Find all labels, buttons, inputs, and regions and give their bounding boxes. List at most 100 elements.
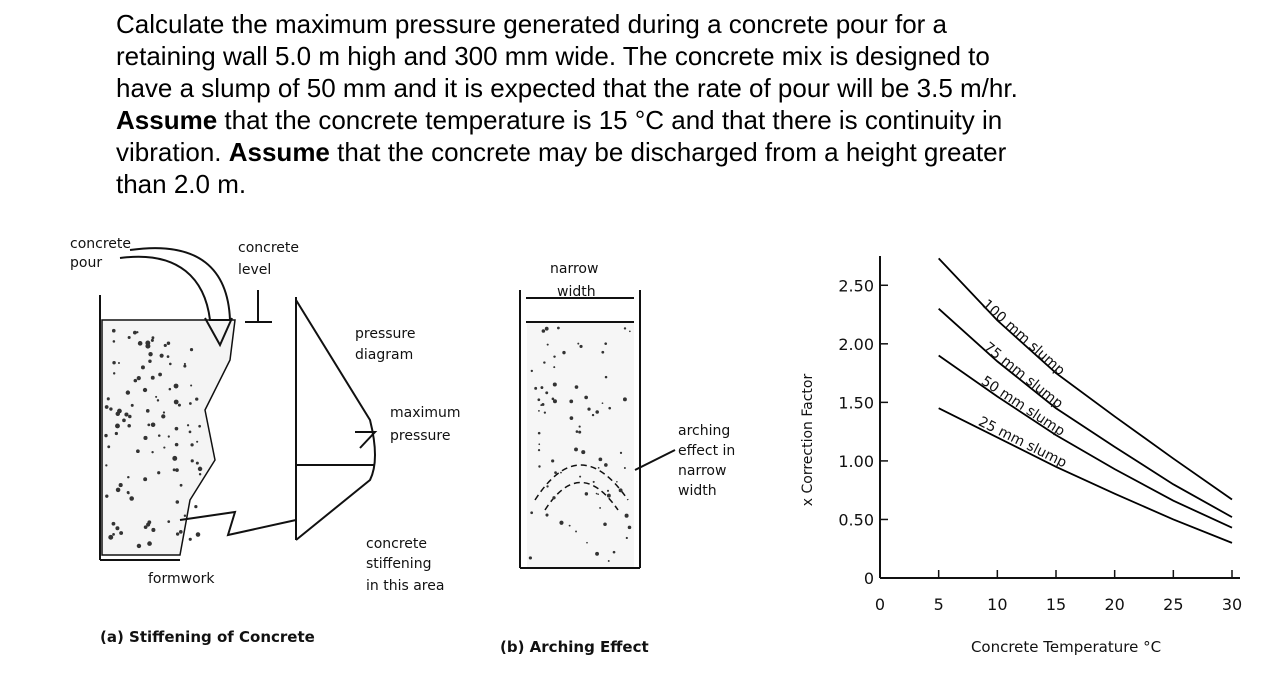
aggregate-dot [174, 426, 179, 431]
label: formwork [148, 571, 215, 587]
label: width [678, 483, 717, 499]
aggregate-dot [150, 338, 154, 342]
aggregate-dot [167, 520, 171, 524]
aggregate-dot [545, 513, 549, 517]
aggregate-dot [146, 522, 151, 527]
aggregate-dot [587, 407, 591, 411]
aggregate-dot [133, 378, 138, 383]
aggregate-dot [111, 521, 116, 526]
aggregate-dot [112, 533, 115, 536]
aggregate-dot [183, 364, 187, 368]
x-tick-label: 15 [1046, 595, 1066, 614]
aggregate-dot [127, 423, 131, 428]
arching-pointer [634, 449, 676, 471]
aggregate-dot [607, 560, 610, 562]
aggregate-dot [584, 395, 588, 400]
aggregate-dot [543, 411, 546, 414]
aggregate-dot [172, 455, 178, 461]
y-tick-label: 0.50 [838, 510, 874, 529]
figure-a-sketch [99, 247, 378, 561]
aggregate-dot [195, 461, 199, 465]
aggregate-dot [107, 445, 111, 449]
aggregate-dot [553, 366, 556, 369]
label: diagram [355, 347, 413, 363]
aggregate-dot [598, 457, 603, 462]
aggregate-dot [186, 424, 190, 427]
curve [938, 354, 1233, 529]
level-marker [245, 290, 272, 323]
text-run: than 2.0 m. [116, 169, 247, 199]
label: pressure [355, 326, 415, 342]
aggregate-dot [198, 424, 201, 428]
aggregate-dot [115, 487, 121, 493]
aggregate-dot [604, 375, 608, 379]
aggregate-dot [574, 447, 578, 452]
aggregate-dot [118, 483, 123, 488]
aggregate-dot [112, 340, 116, 343]
text-run: vibration. [116, 137, 229, 167]
aggregate-dot [606, 493, 611, 498]
arch-line [544, 481, 619, 511]
aggregate-dot [112, 372, 116, 375]
label: level [238, 262, 271, 278]
aggregate-dot [143, 525, 148, 530]
aggregate-dot [189, 402, 192, 405]
aggregate-dot [595, 492, 598, 495]
aggregate-dot [545, 391, 549, 395]
label: concrete [70, 236, 131, 252]
aggregate-dot [128, 414, 132, 419]
aggregate-dot [112, 360, 116, 365]
aggregate-dot [578, 430, 582, 434]
aggregate-dot [151, 336, 155, 340]
aggregate-dot [151, 451, 154, 454]
aggregate-dot [104, 405, 109, 409]
curve [938, 308, 1233, 518]
text-run: retaining wall 5.0 m high and 300 mm wid… [116, 41, 990, 71]
aggregate-dot [166, 355, 170, 358]
aggregate-dot [595, 551, 599, 556]
aggregate-dot [197, 466, 203, 472]
aggregate-dot [155, 395, 158, 398]
aggregate-dot [559, 520, 564, 525]
pour-arrow [204, 317, 233, 348]
aggregate-dot [178, 530, 183, 534]
aggregate-dot [125, 390, 131, 395]
aggregate-dot [105, 464, 108, 467]
y-tick-label: 2.50 [838, 276, 874, 295]
aggregate-dot [196, 440, 199, 443]
aggregate-dot [551, 459, 555, 463]
aggregate-dot [592, 480, 595, 483]
y-tick-label: 1.00 [838, 452, 874, 471]
aggregate-dot [586, 541, 588, 544]
aggregate-dot [183, 514, 187, 517]
text-run: that the concrete may be discharged from… [329, 137, 1007, 167]
label: in this area [366, 578, 444, 594]
aggregate-dot [541, 329, 546, 333]
aggregate-dot [114, 431, 118, 436]
aggregate-dot [543, 361, 546, 364]
aggregate-dot [546, 343, 549, 346]
aggregate-dot [591, 413, 595, 417]
label: narrow [678, 463, 726, 479]
label: concrete [238, 240, 299, 256]
aggregate-dot [136, 449, 140, 454]
aggregate-dot [537, 449, 541, 452]
max-pressure-pointer [355, 431, 378, 449]
label: pressure [390, 428, 450, 444]
aggregate-dot [625, 536, 628, 540]
aggregate-dot [603, 522, 607, 527]
aggregate-dot [142, 387, 148, 393]
aggregate-dot [117, 408, 122, 414]
label: stiffening [366, 556, 431, 572]
aggregate-dot [129, 496, 134, 501]
aggregate-dot [130, 403, 134, 407]
aggregate-dot [126, 491, 130, 494]
aggregate-dot [627, 525, 632, 530]
aggregate-dot [175, 468, 179, 472]
bold-text: Assume [116, 105, 218, 135]
aggregate-dot [608, 406, 612, 410]
text-line: Assume that the concrete temperature is … [116, 104, 1018, 136]
x-tick-label: 30 [1222, 595, 1242, 614]
text-run: have a slump of 50 mm and it is expected… [116, 73, 1018, 103]
aggregate-dot [546, 485, 549, 488]
